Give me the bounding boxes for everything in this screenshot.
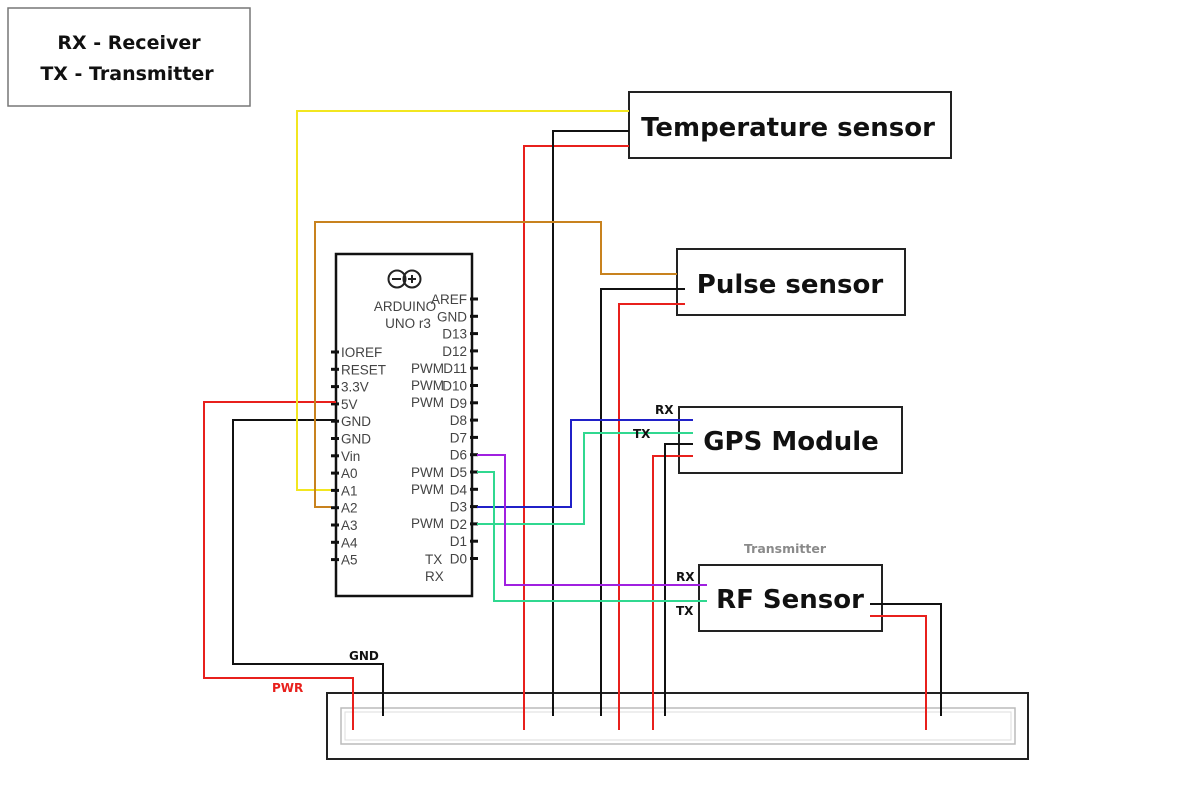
gps-tx-wire (477, 432, 693, 525)
rf-tx-label: TX (676, 604, 694, 618)
pulse-sensor-label: Pulse sensor (697, 270, 884, 300)
arduino-logo-icon (387, 269, 422, 289)
legend-rx-text: RX - Receiver (57, 32, 201, 54)
left-pin-label: GND (341, 432, 371, 447)
rf-power-wire (870, 615, 927, 730)
right-pin-label: D9 (450, 396, 467, 411)
rf-rx-wire (477, 454, 707, 586)
left-pin-label: 3.3V (341, 380, 369, 395)
right-pin-label: GND (437, 309, 467, 324)
temperature-sensor-label: Temperature sensor (641, 113, 935, 143)
gps-rx-wire (477, 419, 693, 508)
right-pin-label: D5 (450, 465, 467, 480)
right-pin-label: D12 (442, 344, 467, 359)
right-pin-label: D0 (450, 552, 467, 567)
left-pin-label: A1 (341, 483, 358, 498)
rf-sensor-label: RF Sensor (716, 585, 864, 615)
arduino-left-pin-header: IOREF RESET 3.3V 5V GND GND Vin A0 A1 A2 A3 A4 A5 (331, 345, 386, 568)
right-pin-label: D1 (450, 534, 467, 549)
left-pin-label: A0 (341, 466, 358, 481)
left-pin-label: A4 (341, 535, 358, 550)
gps-module: GPS Module (678, 406, 903, 474)
arduino-5v-power-wire (203, 401, 354, 730)
right-pin-label: D13 (442, 327, 467, 342)
arduino-board: ARDUINO UNO r3 IOREF RESET 3.3V 5V GND GND Vin… (331, 252, 478, 598)
temperature-power-wire (523, 145, 629, 730)
pulse-signal-wire (314, 221, 677, 508)
wiring (203, 110, 942, 730)
right-pin-label: D7 (450, 430, 467, 445)
pulse-sensor-module: Pulse sensor (676, 248, 906, 316)
right-pin-label: D11 (443, 361, 467, 376)
rf-caption: Transmitter (744, 541, 827, 556)
legend-tx-text: TX - Transmitter (40, 63, 214, 85)
gnd-label: GND (349, 649, 379, 663)
left-pin-label: A2 (341, 501, 358, 516)
rf-tx-wire (477, 471, 707, 602)
left-pin-label: RESET (341, 362, 386, 377)
pwm-label-d5: PWM (411, 482, 444, 497)
arduino-right-pin-header: AREF GND D13 D12 D11 D10 D9 D8 D7 D6 D5 D4 D3 D2 D1 D0 (431, 292, 478, 567)
pwm-label-d10: PWM (411, 378, 444, 393)
pulse-gnd-wire (600, 288, 685, 716)
rf-rx-label: RX (676, 570, 695, 584)
rx-label-d0: RX (425, 569, 444, 584)
left-pin-label: GND (341, 414, 371, 429)
pwm-label-d9: PWM (411, 395, 444, 410)
gps-module-label: GPS Module (703, 427, 879, 457)
pwr-label: PWR (272, 681, 303, 695)
right-pin-label: AREF (431, 292, 467, 307)
right-pin-label: D10 (442, 379, 467, 394)
left-pin-label: 5V (341, 397, 358, 412)
arduino-model-text: UNO r3 (385, 316, 431, 331)
right-pin-label: D8 (450, 413, 467, 428)
legend-box: RX - Receiver TX - Transmitter (7, 7, 251, 107)
breadboard (326, 692, 1029, 760)
gps-rx-label: RX (655, 403, 674, 417)
arduino-logo-text: ARDUINO (374, 299, 436, 314)
rf-gnd-wire (870, 603, 942, 716)
right-pin-label: D4 (450, 482, 468, 497)
temperature-gnd-wire (552, 130, 629, 716)
pulse-power-wire (618, 303, 685, 730)
rf-sensor-module: RF Sensor (698, 564, 883, 632)
pwm-label-d6: PWM (411, 465, 444, 480)
tx-label-d1: TX (425, 552, 442, 567)
arduino-gnd-wire (232, 419, 384, 716)
left-pin-label: A3 (341, 518, 358, 533)
left-pin-label: IOREF (341, 345, 382, 360)
temperature-sensor-module: Temperature sensor (628, 91, 952, 159)
left-pin-label: Vin (341, 449, 360, 464)
gps-power-wire (652, 455, 693, 730)
right-pin-label: D3 (450, 500, 467, 515)
pwm-label-d3: PWM (411, 516, 444, 531)
gps-tx-label: TX (633, 427, 651, 441)
right-pin-label: D2 (450, 517, 467, 532)
left-pin-label: A5 (341, 553, 358, 568)
gps-gnd-wire (664, 443, 693, 716)
pwm-label-d11: PWM (411, 361, 444, 376)
right-pin-label: D6 (450, 448, 467, 463)
